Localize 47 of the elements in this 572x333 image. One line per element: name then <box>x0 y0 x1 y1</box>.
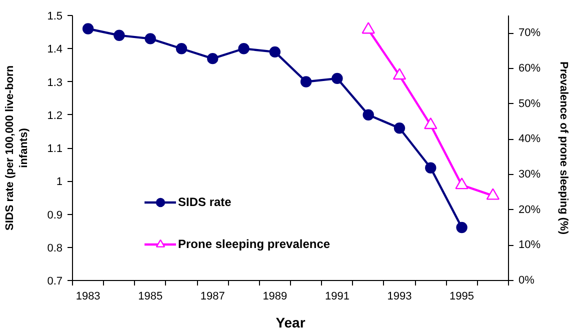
point <box>114 30 125 41</box>
y-tick-label: 1.4 <box>47 44 63 56</box>
y-axis-title: SIDS rate (per 100,000 live-born infants) <box>4 65 30 231</box>
point <box>392 68 406 80</box>
y2-tick-label: 30% <box>518 168 541 180</box>
y-tick-label: 1.1 <box>47 143 63 155</box>
x-axis-title: Year <box>276 314 306 330</box>
x-tick-label: 1985 <box>138 290 163 302</box>
y-tick-label: 0.9 <box>47 209 63 222</box>
y2-tick-label: 20% <box>518 204 541 216</box>
point <box>362 109 374 120</box>
point <box>176 43 188 54</box>
y-tick-label: 1.2 <box>47 110 63 122</box>
point <box>207 52 218 64</box>
point <box>425 162 436 174</box>
y2-tick-label: 60% <box>518 62 541 74</box>
y2-tick-label: 0% <box>518 274 535 286</box>
point <box>455 178 468 190</box>
y2-tick-label: 70% <box>518 27 541 40</box>
x-tick-label: 1989 <box>262 290 288 302</box>
y-tick-label: 1.5 <box>47 10 63 22</box>
point <box>144 33 156 44</box>
y2-tick-label: 10% <box>518 239 541 252</box>
legend-label: SIDS rate <box>178 195 232 209</box>
point <box>424 118 438 130</box>
point <box>486 188 500 200</box>
point <box>332 72 343 84</box>
x-tick-label: 1983 <box>76 290 100 302</box>
legend-label: Prone sleeping prevalence <box>178 237 330 251</box>
point <box>300 76 312 88</box>
point <box>456 222 468 234</box>
point <box>394 122 406 134</box>
y-tick-label: 0.7 <box>47 276 63 288</box>
x-tick-label: 1987 <box>200 290 225 302</box>
x-tick-label: 1991 <box>324 290 350 302</box>
point <box>82 23 94 34</box>
y-tick-label: 1.3 <box>47 76 63 89</box>
y2-tick-label: 40% <box>518 133 541 146</box>
point <box>238 43 250 54</box>
point <box>362 22 375 34</box>
x-tick-label: 1993 <box>387 290 412 302</box>
x-tick-label: 1995 <box>450 290 474 302</box>
y2-tick-label: 50% <box>518 98 541 110</box>
point <box>269 46 281 58</box>
y-tick-label: 1 <box>56 176 63 188</box>
y-tick-label: 0.8 <box>47 242 63 254</box>
y2-axis-title: Prevalence of prone sleeping (%) <box>558 62 570 235</box>
